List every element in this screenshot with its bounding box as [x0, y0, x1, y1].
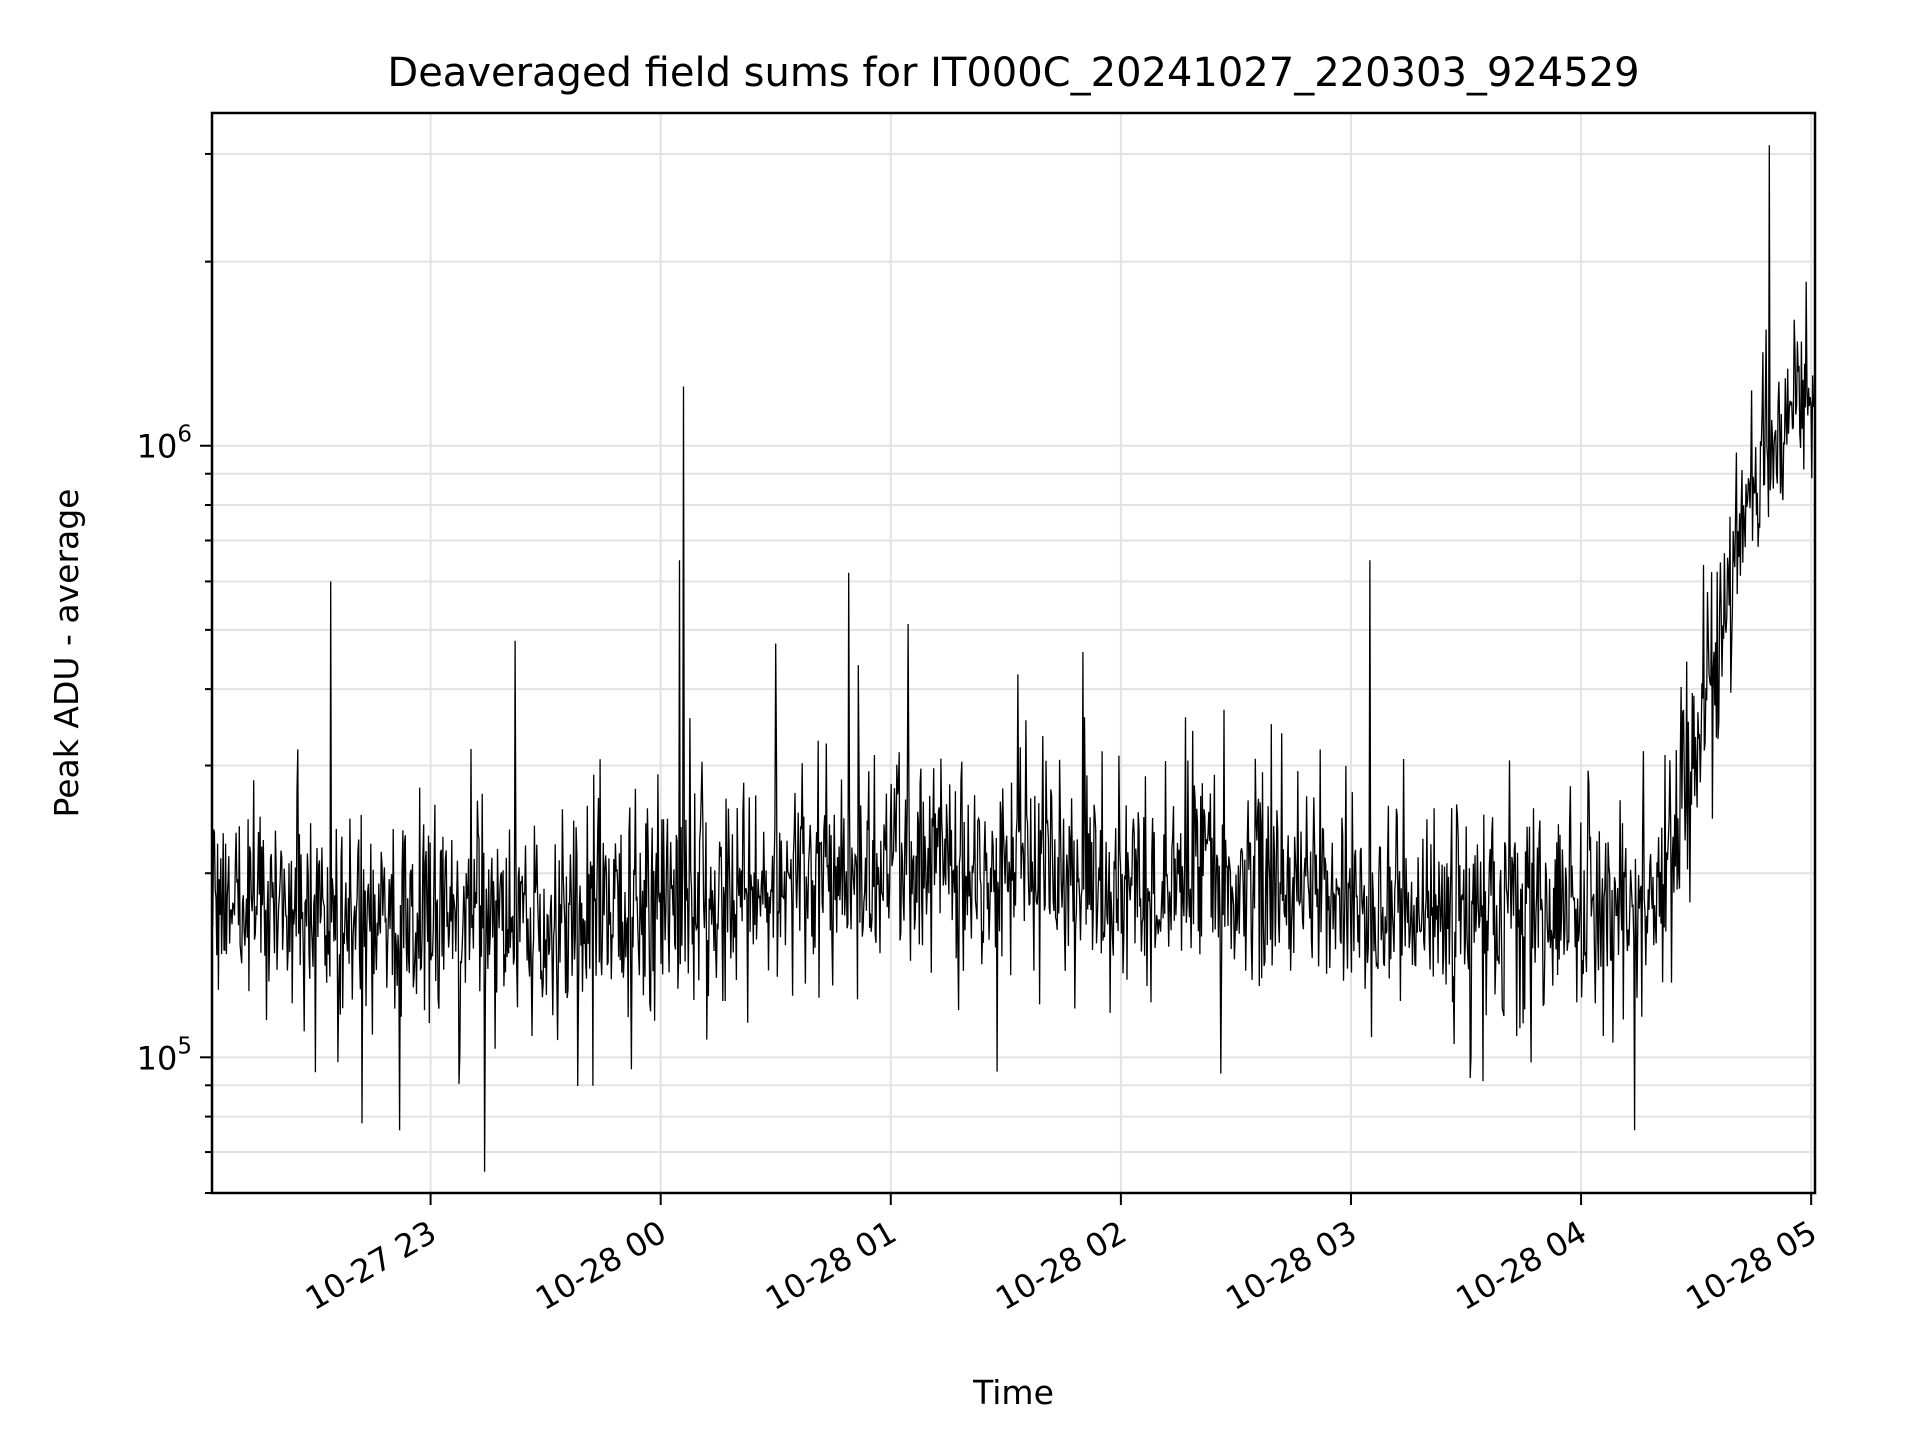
- y-axis-ticks: 105 106: [137, 152, 212, 1194]
- y-tick-label: 106: [137, 422, 192, 466]
- y-tick-label: 105: [137, 1033, 192, 1077]
- x-grid-lines: [429, 113, 1813, 1193]
- x-tick-label: 10-28 04: [1449, 1213, 1593, 1318]
- x-tick-label: 10-28 02: [989, 1213, 1133, 1318]
- chart-title: Deaveraged field sums for IT000C_2024102…: [387, 50, 1639, 96]
- x-axis-ticks: 10-27 23 10-28 00 10-28 01 10-28 02 10-28 03…: [299, 1193, 1823, 1318]
- y-axis-title: Peak ADU - average: [47, 489, 86, 818]
- y-grid-lines: [212, 152, 1815, 1194]
- x-tick-label: 10-28 05: [1680, 1213, 1824, 1318]
- x-tick-label: 10-27 23: [299, 1213, 443, 1318]
- series-line: [211, 145, 1816, 1172]
- x-tick-label: 10-28 00: [529, 1213, 673, 1318]
- x-tick-label: 10-28 03: [1219, 1213, 1363, 1318]
- x-axis-title: Time: [972, 1373, 1054, 1412]
- x-tick-label: 10-28 01: [759, 1213, 903, 1318]
- plot-frame: [210, 111, 1817, 1195]
- series-group: [211, 145, 1816, 1172]
